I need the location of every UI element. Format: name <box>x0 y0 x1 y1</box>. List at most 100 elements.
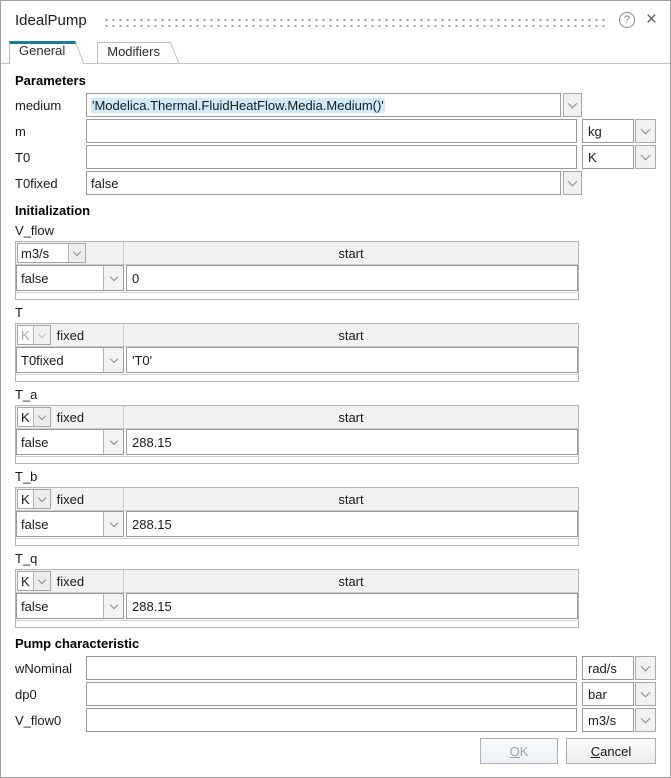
wnominal-unit-dropdown-button[interactable] <box>635 656 656 680</box>
t-unit-select: K <box>17 325 51 345</box>
vflow-table-name: V_flow <box>15 223 55 238</box>
medium-input[interactable]: 'Modelica.Thermal.FluidHeatFlow.Media.Me… <box>86 93 561 117</box>
vflow-table-row: false 0 <box>16 265 578 291</box>
t0fixed-dropdown-button[interactable] <box>563 171 582 195</box>
vflow0-unit-box[interactable]: m3/s <box>582 708 634 732</box>
vflow0-input[interactable] <box>86 708 577 732</box>
tq-fixed-dropdown-button[interactable] <box>103 594 123 618</box>
t-start-value: 'T0' <box>132 352 153 368</box>
t0-unit-dropdown-button[interactable] <box>635 145 656 169</box>
help-icon[interactable]: ? <box>618 12 635 28</box>
tq-table: K fixed start false 288.15 <box>15 569 579 628</box>
ta-header-first-cell: K fixed <box>16 406 124 428</box>
tab-modifiers[interactable]: Modifiers <box>97 42 172 63</box>
ta-fixed-dropdown-button[interactable] <box>103 430 123 454</box>
t-fixed-select[interactable]: T0fixed <box>16 347 124 373</box>
tq-start-input[interactable]: 288.15 <box>126 593 578 619</box>
t-start-input[interactable]: 'T0' <box>126 347 578 373</box>
tq-start-header: start <box>338 573 364 589</box>
tb-unit-dropdown-button[interactable] <box>32 490 50 508</box>
tq-table-strip <box>16 620 578 627</box>
tab-general[interactable]: General <box>9 41 77 64</box>
parameters-heading: Parameters <box>15 73 86 88</box>
tq-unit-value: K <box>21 573 30 589</box>
vflow-start-input[interactable]: 0 <box>126 265 578 291</box>
cancel-access-key: C <box>590 743 601 759</box>
tq-unit-select[interactable]: K <box>17 571 51 591</box>
ta-table-strip <box>16 456 578 463</box>
tb-fixed-header: fixed <box>56 491 85 507</box>
ta-fixed-select[interactable]: false <box>16 429 124 455</box>
ta-unit-value: K <box>21 409 30 425</box>
chevron-down-icon <box>37 329 46 338</box>
t0fixed-row: T0fixed false <box>15 171 656 195</box>
tb-table-name: T_b <box>15 469 38 484</box>
wnominal-unit-box[interactable]: rad/s <box>582 656 634 680</box>
tb-fixed-value: false <box>21 516 49 532</box>
chevron-down-icon <box>109 272 118 281</box>
t-fixed-dropdown-button[interactable] <box>103 348 123 372</box>
t-fixed-header: fixed <box>56 327 85 343</box>
tq-unit-dropdown-button[interactable] <box>32 572 50 590</box>
ok-label-rest: K <box>519 743 529 759</box>
vflow-unit-select[interactable]: m3/s <box>17 243 86 263</box>
vflow-header-first-cell: m3/s <box>16 242 124 264</box>
tb-start-header: start <box>338 491 364 507</box>
ta-start-value: 288.15 <box>132 434 172 450</box>
dp0-label: dp0 <box>15 686 37 702</box>
medium-dropdown-button[interactable] <box>563 93 582 117</box>
chevron-down-icon <box>640 661 651 672</box>
t-table-header: K fixed start <box>16 324 578 347</box>
drag-handle[interactable] <box>102 15 605 27</box>
t-fixed-value: T0fixed <box>21 352 64 368</box>
ta-unit-dropdown-button[interactable] <box>32 408 50 426</box>
dp0-unit-dropdown-button[interactable] <box>635 682 656 706</box>
vflow-fixed-select[interactable]: false <box>16 265 124 291</box>
medium-row: medium 'Modelica.Thermal.FluidHeatFlow.M… <box>15 93 656 117</box>
close-icon[interactable]: × <box>646 10 657 29</box>
dp0-unit-box[interactable]: bar <box>582 682 634 706</box>
chevron-down-icon <box>640 687 651 698</box>
tq-fixed-header: fixed <box>56 573 85 589</box>
chevron-down-icon <box>640 150 651 161</box>
initialization-heading: Initialization <box>15 203 91 218</box>
m-unit-dropdown-button[interactable] <box>635 119 656 143</box>
ta-fixed-value: false <box>21 434 49 450</box>
t0fixed-select[interactable]: false <box>86 171 561 195</box>
t-table: K fixed start T0fixed 'T0' <box>15 323 579 382</box>
tb-fixed-dropdown-button[interactable] <box>103 512 123 536</box>
tb-table: K fixed start false 288.15 <box>15 487 579 546</box>
vflow-table-header: m3/s start <box>16 242 578 265</box>
tq-fixed-select[interactable]: false <box>16 593 124 619</box>
t0-unit-box[interactable]: K <box>582 145 634 169</box>
wnominal-input[interactable] <box>86 656 577 680</box>
tb-start-input[interactable]: 288.15 <box>126 511 578 537</box>
t0-row: T0 K <box>15 145 656 169</box>
m-unit-box[interactable]: kg <box>582 119 634 143</box>
vflow-fixed-value: false <box>21 270 49 286</box>
m-input[interactable] <box>86 119 577 143</box>
ta-start-input[interactable]: 288.15 <box>126 429 578 455</box>
tb-header-first-cell: K fixed <box>16 488 124 510</box>
chevron-down-icon <box>567 98 578 109</box>
tb-unit-select[interactable]: K <box>17 489 51 509</box>
wnominal-label: wNominal <box>15 660 73 676</box>
t0-input[interactable] <box>86 145 577 169</box>
t-start-header: start <box>338 327 364 343</box>
dp0-input[interactable] <box>86 682 577 706</box>
vflow0-label: V_flow0 <box>15 712 62 728</box>
vflow-unit-value: m3/s <box>21 245 50 261</box>
vflow-fixed-dropdown-button[interactable] <box>103 266 123 290</box>
vflow-unit-dropdown-button[interactable] <box>68 244 85 262</box>
vflow0-unit-dropdown-button[interactable] <box>635 708 656 732</box>
chevron-down-icon <box>567 176 578 187</box>
ta-unit-select[interactable]: K <box>17 407 51 427</box>
m-label: m <box>15 123 26 139</box>
tb-fixed-select[interactable]: false <box>16 511 124 537</box>
tq-start-value: 288.15 <box>132 598 172 614</box>
ta-table-header: K fixed start <box>16 406 578 429</box>
ta-fixed-header: fixed <box>56 409 85 425</box>
